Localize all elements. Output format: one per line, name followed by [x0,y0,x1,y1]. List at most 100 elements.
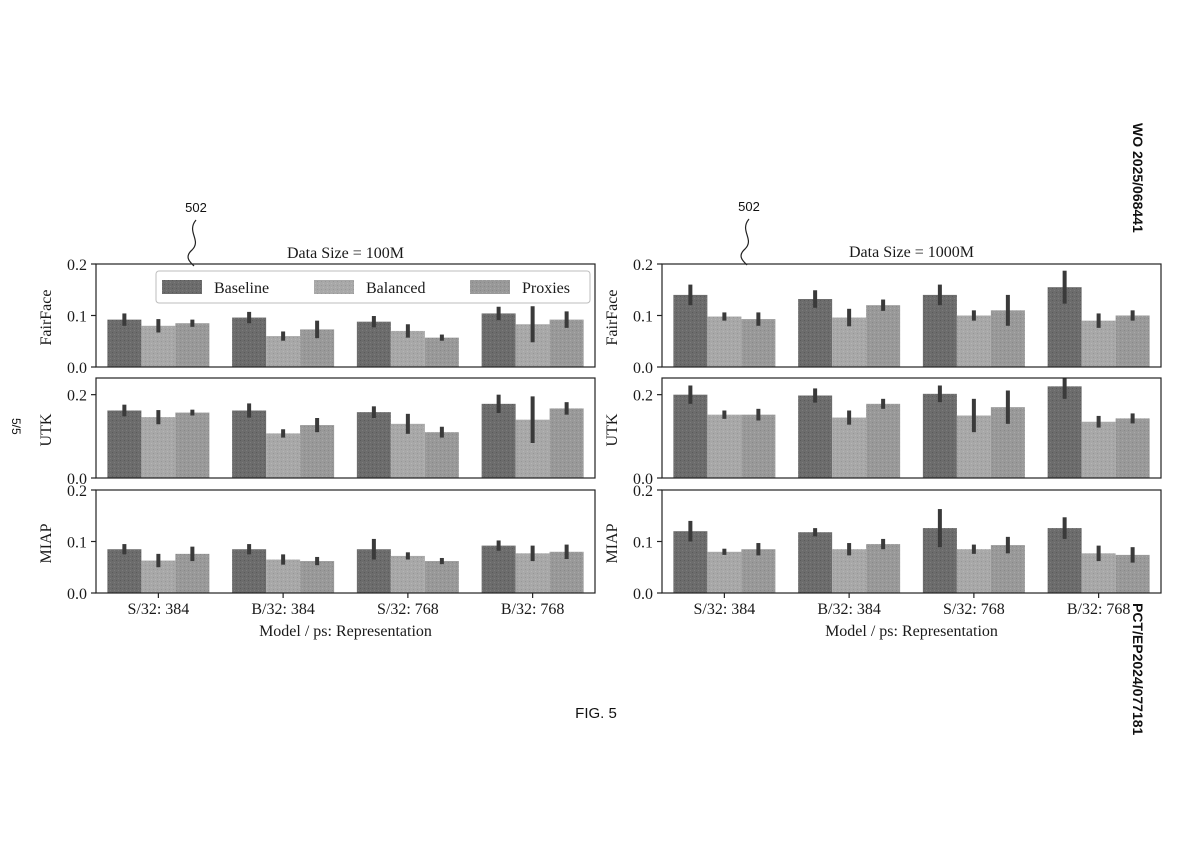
bar-balanced-s-32-384 [141,417,176,478]
bar-baseline-b-32-768 [481,545,516,593]
bar-balanced-s-32-384 [707,551,742,593]
y-tick-label: 0.2 [633,257,653,274]
bar-proxies-b-32-384 [866,403,901,478]
bar-proxies-s-32-768 [424,337,459,367]
bar-proxies-b-32-384 [866,305,901,367]
y-tick-label: 0.1 [633,309,653,326]
x-tick-label: S/32: 768 [377,601,439,618]
bar-baseline-s-32-384 [107,549,142,593]
bar-proxies-b-32-768 [1115,315,1150,367]
panel-miap: 0.0 0.1 0.2 MIAP S/32: 384 B/32: 384 S/32: 768… [604,483,1162,640]
y-tick-label: 0.0 [67,586,87,603]
bar-proxies-b-32-768 [1115,418,1150,478]
panel-utk: 0.0 0.2 UTK [604,377,1162,488]
y-axis-label-fairface: FairFace [604,290,621,346]
reference-leader-right [740,218,750,266]
panel-miap: 0.0 0.1 0.2 MIAP S/32: 384 B/32: 384 S/32: 768… [38,483,596,640]
legend-swatch-proxies [470,280,510,294]
bar-proxies-s-32-384 [741,414,776,478]
legend-label-proxies: Proxies [522,280,570,297]
x-axis-label: Model / ps: Representation [259,623,432,640]
bar-balanced-s-32-384 [141,325,176,367]
y-tick-label: 0.2 [633,388,653,405]
chart-title: Data Size = 1000M [849,244,974,261]
bar-baseline-s-32-384 [673,394,708,478]
bar-proxies-b-32-384 [866,544,901,593]
y-tick-label: 0.2 [67,257,87,274]
bar-balanced-b-32-768 [1081,320,1116,367]
x-tick-label: B/32: 384 [817,601,881,618]
sheet-label: 5/5 [9,418,23,435]
reference-numeral-right: 502 [738,199,760,214]
bar-balanced-b-32-384 [832,417,867,478]
legend-label-baseline: Baseline [214,280,269,297]
bar-baseline-b-32-384 [232,549,267,593]
legend-box [155,270,591,304]
y-axis-label-miap: MIAP [38,523,55,563]
bar-balanced-b-32-384 [266,433,301,478]
bar-baseline-s-32-768 [356,412,391,478]
y-axis-label-utk: UTK [604,413,621,446]
bar-balanced-s-32-384 [707,316,742,367]
bar-proxies-b-32-384 [300,561,335,593]
bar-proxies-b-32-768 [549,408,584,478]
bar-proxies-s-32-384 [175,323,210,367]
bar-baseline-s-32-384 [107,319,142,367]
bar-baseline-b-32-768 [481,403,516,478]
y-axis-label-fairface: FairFace [38,290,55,346]
legend-label-balanced: Balanced [366,280,426,297]
bar-baseline-s-32-384 [673,294,708,367]
x-tick-label: B/32: 768 [501,601,565,618]
bar-balanced-b-32-768 [1081,421,1116,478]
bar-baseline-s-32-768 [356,321,391,367]
bar-proxies-s-32-384 [741,319,776,367]
y-tick-label: 0.0 [67,471,87,488]
x-tick-label: S/32: 384 [127,601,189,618]
application-number: PCT/EP2024/077181 [1130,603,1146,736]
bar-baseline-s-32-768 [922,294,957,367]
bar-baseline-b-32-384 [798,532,833,593]
y-tick-label: 0.1 [67,535,87,552]
panel-fairface: 0.0 0.1 0.2 FairFace [38,257,596,377]
x-tick-label: B/32: 768 [1067,601,1131,618]
bar-baseline-b-32-384 [798,395,833,478]
bar-balanced-b-32-384 [832,549,867,593]
y-tick-label: 0.1 [633,535,653,552]
y-tick-label: 0.0 [633,471,653,488]
publication-number: WO 2025/068441 [1130,123,1146,233]
x-axis-label: Model / ps: Representation [825,623,998,640]
legend-swatch-baseline [162,280,202,294]
chart-data-size-100m: Data Size = 100M0.00.10.2FairFace0.00.2U… [38,245,596,640]
legend: Baseline Balanced Proxies [155,270,591,304]
y-tick-label: 0.2 [67,483,87,500]
bar-baseline-b-32-384 [232,317,267,367]
legend-swatch-balanced [314,280,354,294]
y-tick-label: 0.1 [67,309,87,326]
bar-baseline-b-32-384 [798,299,833,367]
bar-baseline-s-32-768 [922,393,957,478]
chart-title: Data Size = 100M [287,245,404,262]
reference-leader-left [187,219,197,267]
panel-frame [661,377,1162,479]
y-tick-label: 0.2 [633,483,653,500]
y-tick-label: 0.0 [633,586,653,603]
x-tick-label: B/32: 384 [251,601,315,618]
y-axis-label-miap: MIAP [604,523,621,563]
bar-baseline-b-32-768 [481,313,516,367]
bar-baseline-b-32-384 [232,410,267,478]
bar-balanced-s-32-768 [390,555,425,593]
panel-utk: 0.0 0.2 UTK [38,377,596,488]
reference-numeral-left: 502 [185,200,207,215]
bar-balanced-b-32-384 [266,559,301,593]
panel-frame [95,377,596,479]
bar-proxies-s-32-768 [424,561,459,593]
bar-proxies-s-32-768 [424,432,459,478]
bar-balanced-b-32-384 [266,336,301,367]
y-axis-label-utk: UTK [38,413,55,446]
x-tick-label: S/32: 384 [693,601,755,618]
x-tick-label: S/32: 768 [943,601,1005,618]
figure-caption: FIG. 5 [575,705,617,722]
bar-baseline-b-32-768 [1047,386,1082,478]
bar-baseline-s-32-384 [107,410,142,478]
